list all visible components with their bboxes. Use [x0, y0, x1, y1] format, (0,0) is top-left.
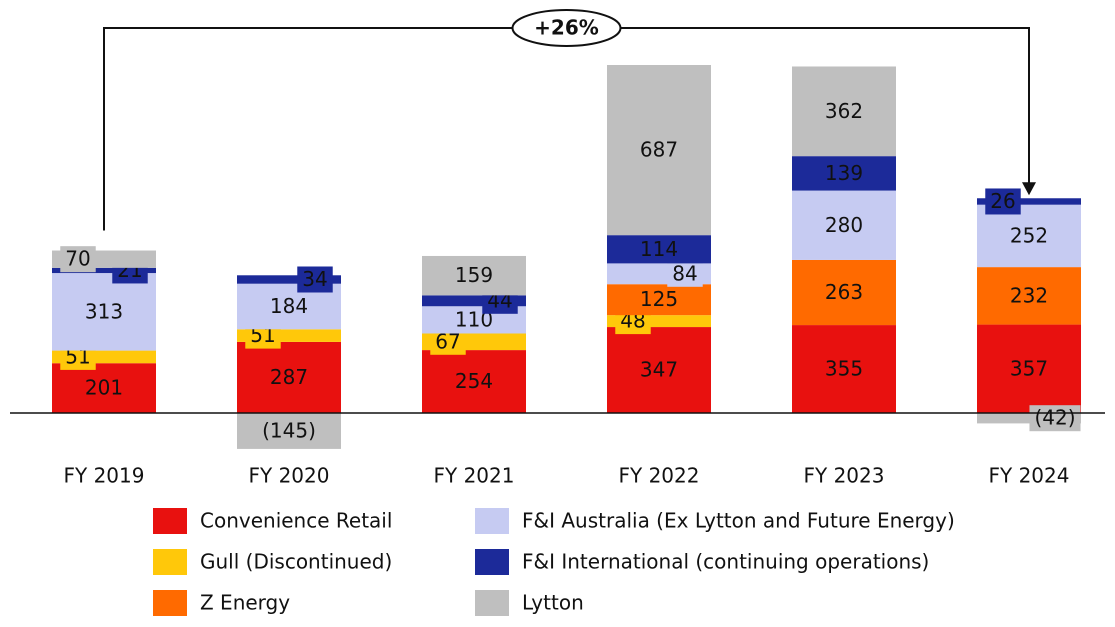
value-label: 114	[640, 237, 678, 261]
legend-swatch	[475, 549, 509, 575]
value-label: 252	[1010, 223, 1048, 247]
x-tick-label: FY 2024	[989, 464, 1070, 488]
value-label: 313	[85, 299, 123, 323]
bar-segment	[607, 315, 711, 328]
bar-segment	[52, 273, 156, 351]
value-label-box	[297, 266, 333, 293]
bar-segment	[977, 204, 1081, 268]
bar-segment	[792, 259, 896, 326]
bar-segment	[422, 295, 526, 307]
x-tick-label: FY 2023	[804, 464, 885, 488]
value-label-box	[985, 188, 1021, 215]
legend-label: Z Energy	[200, 591, 290, 615]
bar-segment	[792, 66, 896, 157]
bar-segment	[52, 267, 156, 274]
value-label: 232	[1010, 283, 1048, 307]
arrow-head	[1022, 182, 1036, 196]
value-label: 687	[640, 138, 678, 162]
value-label: 125	[640, 287, 678, 311]
value-label: 347	[640, 358, 678, 382]
value-label: 26	[990, 189, 1015, 213]
bar-segment	[237, 413, 341, 449]
bar-segment	[607, 65, 711, 236]
x-tick-label: FY 2019	[64, 464, 145, 488]
value-label: 70	[65, 247, 90, 271]
legend-label: F&I Australia (Ex Lytton and Future Ener…	[522, 509, 955, 533]
x-tick-label: FY 2022	[619, 464, 700, 488]
annotation: +26%	[534, 16, 599, 40]
bar-segment	[422, 350, 526, 413]
bar-segment	[52, 363, 156, 413]
value-label: 34	[302, 267, 327, 291]
bar-segment	[237, 341, 341, 413]
value-label: 355	[825, 357, 863, 381]
bar-segment	[607, 327, 711, 413]
legend-swatch	[475, 590, 509, 616]
x-tick-label: FY 2020	[249, 464, 330, 488]
bar-segment	[977, 267, 1081, 325]
value-label: 139	[825, 161, 863, 185]
legend-swatch	[153, 590, 187, 616]
legend-label: Convenience Retail	[200, 509, 392, 533]
legend-label: Lytton	[522, 591, 584, 615]
bar-segment	[792, 325, 896, 413]
value-label: 254	[455, 369, 493, 393]
bar-segment	[977, 324, 1081, 413]
legend-swatch	[153, 549, 187, 575]
bar-segment	[792, 190, 896, 260]
value-label: 280	[825, 213, 863, 237]
bar-segment	[607, 235, 711, 264]
value-label: 159	[455, 263, 493, 287]
value-label-box	[667, 260, 703, 287]
legend-label: Gull (Discontinued)	[200, 550, 392, 574]
bar-segment	[237, 275, 341, 284]
x-tick-label: FY 2021	[434, 464, 515, 488]
value-label: 362	[825, 99, 863, 123]
legend-label: F&I International (continuing operations…	[522, 550, 929, 574]
bar-segment	[977, 413, 1081, 424]
value-label: 357	[1010, 356, 1048, 380]
value-label-box	[1029, 405, 1081, 432]
bar-segment	[422, 255, 526, 296]
legend-swatch	[475, 508, 509, 534]
annotation-oval	[511, 9, 622, 47]
value-label: 201	[85, 376, 123, 400]
bar-segment	[607, 284, 711, 316]
value-label: 184	[270, 294, 308, 318]
value-label: 263	[825, 280, 863, 304]
bar-segment	[792, 156, 896, 191]
value-label: 84	[672, 261, 697, 285]
value-label: (145)	[262, 418, 316, 442]
bar-segment	[977, 198, 1081, 205]
value-label: 287	[270, 365, 308, 389]
value-label-box	[60, 246, 96, 273]
value-label: (42)	[1034, 406, 1075, 430]
legend-swatch	[153, 508, 187, 534]
